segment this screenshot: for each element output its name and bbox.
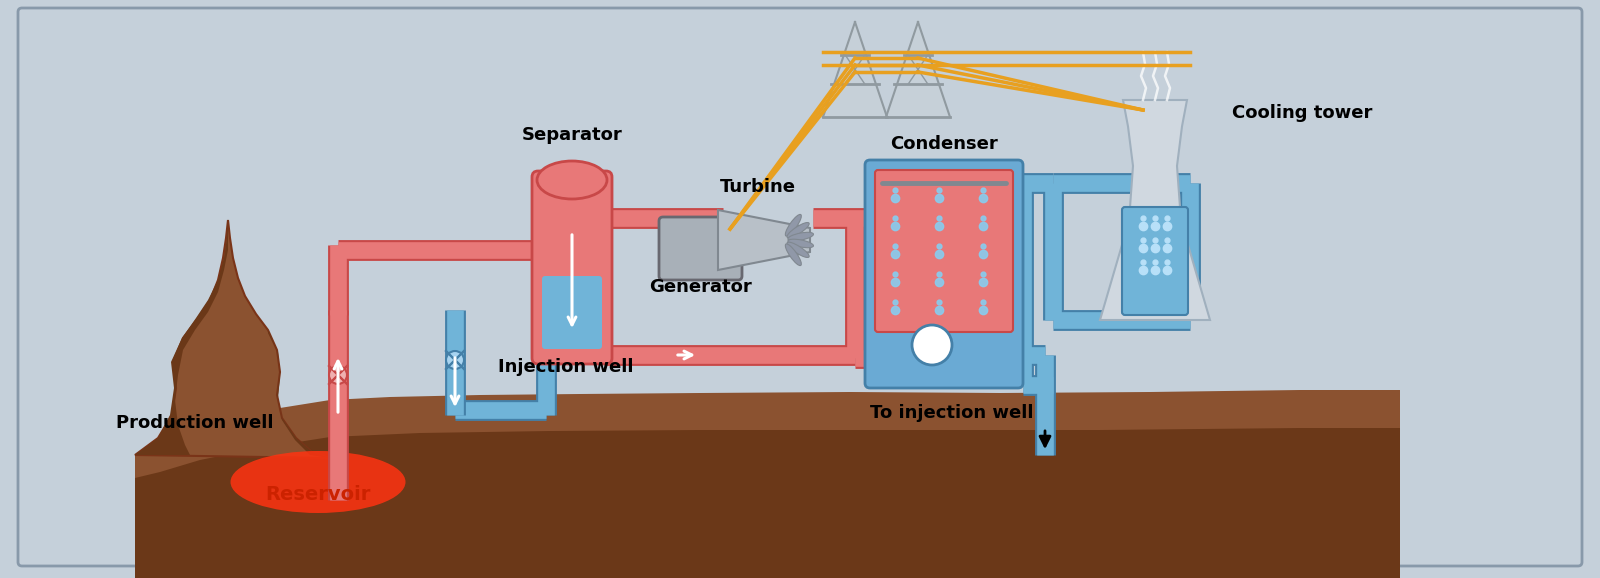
FancyBboxPatch shape: [866, 160, 1022, 388]
Polygon shape: [1101, 100, 1210, 320]
Ellipse shape: [787, 239, 813, 247]
Text: Generator: Generator: [648, 278, 752, 296]
FancyBboxPatch shape: [542, 209, 602, 282]
FancyBboxPatch shape: [531, 171, 611, 364]
Polygon shape: [134, 220, 229, 455]
Text: Reservoir: Reservoir: [266, 485, 371, 504]
Circle shape: [446, 351, 464, 369]
Polygon shape: [822, 22, 886, 117]
Text: Cooling tower: Cooling tower: [1232, 104, 1373, 122]
Ellipse shape: [786, 244, 802, 265]
Ellipse shape: [786, 214, 802, 236]
Polygon shape: [134, 220, 330, 458]
Circle shape: [330, 366, 347, 384]
FancyBboxPatch shape: [659, 217, 742, 280]
Polygon shape: [134, 428, 1400, 578]
Polygon shape: [269, 330, 330, 458]
Circle shape: [912, 325, 952, 365]
Polygon shape: [718, 210, 810, 270]
Ellipse shape: [787, 232, 813, 241]
Text: Separator: Separator: [522, 126, 622, 144]
Text: Turbine: Turbine: [720, 178, 797, 196]
Text: Injection well: Injection well: [498, 358, 634, 376]
FancyBboxPatch shape: [875, 170, 1013, 332]
Polygon shape: [886, 22, 950, 117]
Ellipse shape: [787, 223, 810, 238]
Polygon shape: [134, 390, 1400, 578]
Ellipse shape: [787, 242, 810, 257]
Text: Condenser: Condenser: [890, 135, 998, 153]
Ellipse shape: [230, 451, 405, 513]
FancyBboxPatch shape: [542, 276, 602, 349]
Ellipse shape: [538, 161, 606, 199]
Text: To injection well: To injection well: [870, 404, 1034, 422]
FancyBboxPatch shape: [1122, 207, 1187, 315]
Text: Production well: Production well: [117, 414, 274, 432]
